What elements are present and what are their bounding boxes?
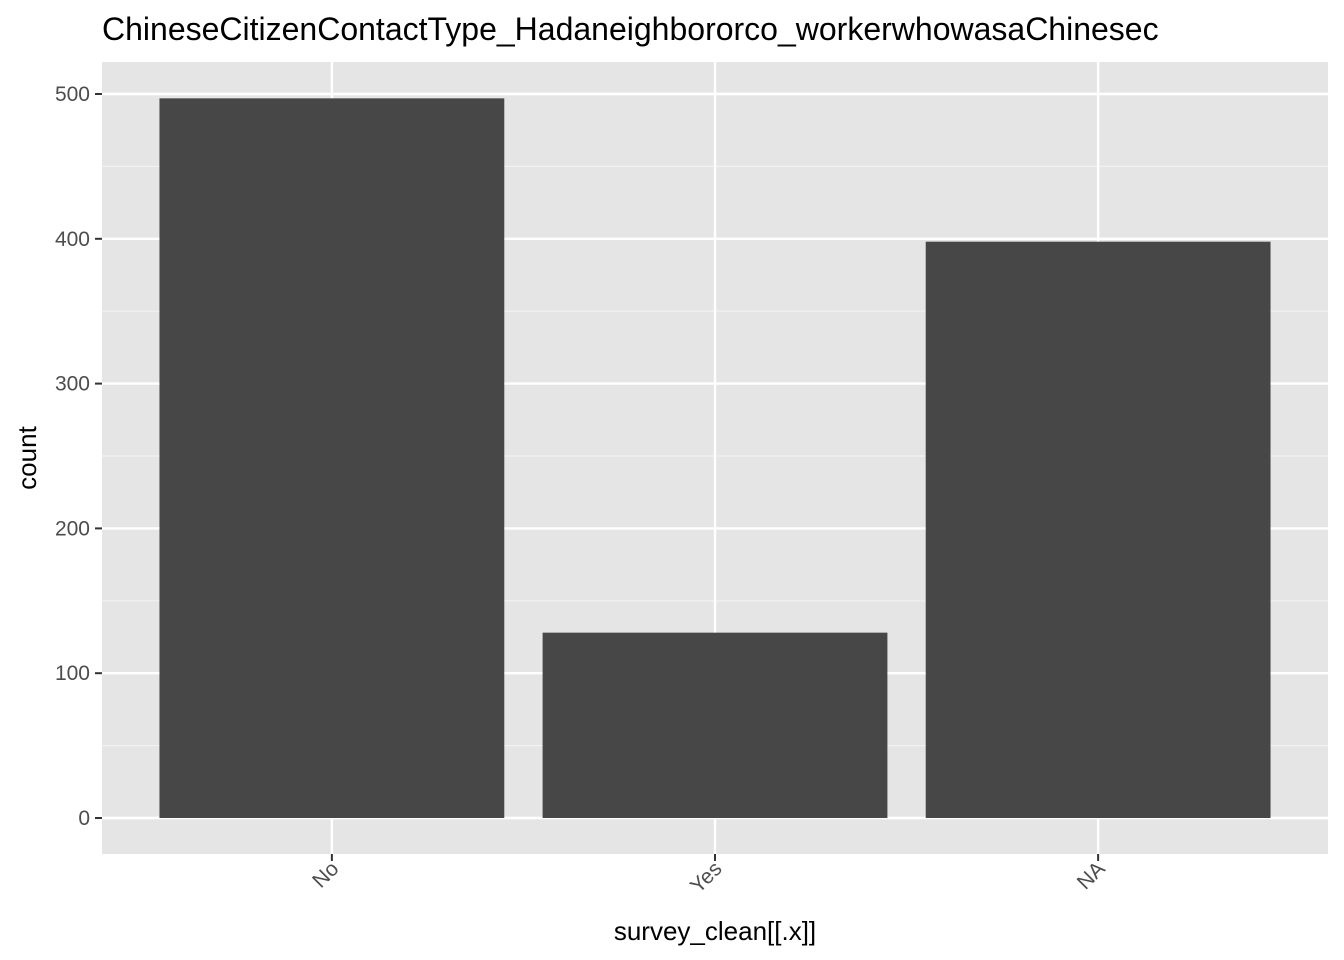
y-tick-label: 100 <box>55 662 90 685</box>
y-tick-label: 200 <box>55 517 90 540</box>
bar-no <box>159 98 505 819</box>
y-tick-label: 0 <box>78 807 90 830</box>
x-tick-label: Yes <box>686 857 726 897</box>
bar-na <box>925 241 1271 819</box>
chart-title: ChineseCitizenContactType_Hadaneighboror… <box>102 11 1159 47</box>
y-axis-title: count <box>12 425 42 489</box>
x-axis-title: survey_clean[[.x]] <box>614 916 816 946</box>
y-tick-label: 300 <box>55 373 90 396</box>
x-axis: No Yes NA <box>308 854 1110 898</box>
y-axis: 0 100 200 300 400 500 <box>55 83 102 830</box>
bars <box>159 98 1271 819</box>
bar-yes <box>542 632 888 818</box>
y-tick-label: 400 <box>55 228 90 251</box>
x-tick-label: NA <box>1073 857 1110 894</box>
x-tick-label: No <box>308 857 343 892</box>
y-tick-label: 500 <box>55 83 90 106</box>
